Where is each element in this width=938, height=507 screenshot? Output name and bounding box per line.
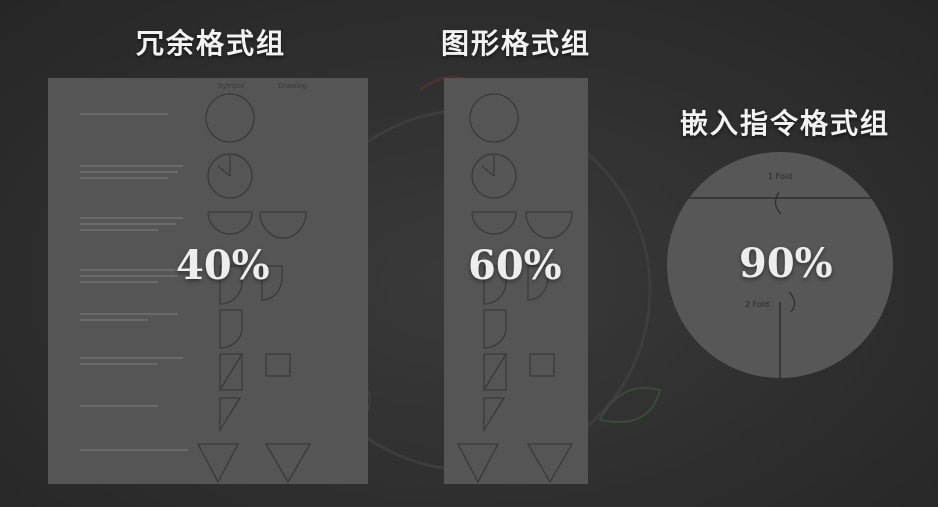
graphic-format-panel: 60% — [444, 78, 588, 484]
graphic-instruction-sheet — [456, 93, 574, 484]
graphic-percent: 60% — [468, 242, 562, 289]
embedded-percent: 90% — [739, 240, 833, 287]
heading-redundant-group: 冗余格式组 — [136, 27, 287, 60]
fold-one-label: 1 Fold — [768, 172, 793, 181]
svg-text:Symbol: Symbol — [218, 82, 244, 90]
redundant-percent: 40% — [176, 242, 270, 289]
redundant-format-panel: Symbol Drawing 40% — [48, 78, 368, 484]
heading-embedded-group: 嵌入指令格式组 — [680, 107, 891, 140]
embedded-format-magnifier: 1 Fold 2 Fold 90% — [667, 152, 893, 378]
svg-text:Drawing: Drawing — [278, 82, 307, 90]
embedded-fold-diagram — [667, 191, 893, 378]
fold-two-label: 2 Fold — [745, 300, 770, 309]
redundant-instruction-sheet: Symbol Drawing — [80, 82, 312, 484]
heading-graphic-group: 图形格式组 — [441, 27, 592, 60]
